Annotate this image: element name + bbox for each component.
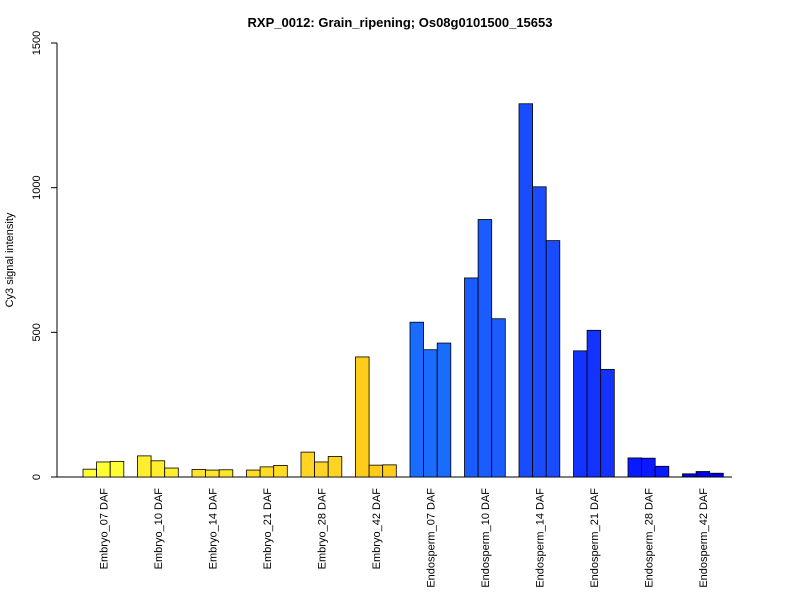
bar [423, 349, 438, 478]
x-category-label: Embryo_42 DAF [371, 488, 383, 570]
bar [532, 186, 547, 478]
bar [641, 457, 656, 478]
axes: 0 500 1000 1500 [31, 31, 732, 480]
bar [109, 460, 125, 478]
x-category-label: Endosperm_42 DAF [698, 488, 710, 588]
x-category-label: Endosperm_14 DAF [534, 488, 546, 588]
bar [382, 464, 397, 478]
chart-title: RXP_0012: Grain_ripening; Os08g0101500_1… [248, 15, 553, 30]
x-category-label: Endosperm_21 DAF [589, 488, 601, 588]
x-category-label: Embryo_21 DAF [262, 488, 274, 570]
bar [586, 329, 602, 478]
bar [518, 103, 534, 478]
y-tick-label: 1500 [31, 31, 43, 55]
x-category-label: Endosperm_10 DAF [480, 488, 492, 588]
bar [314, 461, 329, 478]
bar [654, 465, 670, 478]
bar [246, 469, 261, 478]
bar [709, 472, 724, 478]
x-category-label: Embryo_10 DAF [153, 488, 165, 570]
bar [327, 456, 343, 478]
bar [573, 350, 588, 478]
bar [477, 219, 493, 478]
bar [355, 356, 370, 478]
bar [259, 466, 275, 478]
x-category-label: Endosperm_07 DAF [425, 488, 437, 588]
bar [218, 469, 234, 478]
bar [164, 467, 179, 478]
bar [82, 468, 98, 478]
x-category-label: Embryo_07 DAF [98, 488, 110, 570]
bar [96, 461, 111, 478]
bar [368, 464, 384, 478]
bar [682, 473, 697, 478]
y-tick-label: 500 [31, 323, 43, 341]
bar [409, 321, 425, 478]
category-labels: Embryo_07 DAF Embryo_10 DAF Embryo_14 DAF E… [98, 488, 710, 588]
x-category-label: Embryo_28 DAF [316, 488, 328, 570]
bar [205, 469, 220, 478]
bar [600, 368, 615, 478]
bar [491, 318, 506, 478]
bars [82, 103, 724, 478]
bar [191, 469, 207, 478]
bar [545, 240, 561, 478]
x-category-label: Embryo_14 DAF [207, 488, 219, 570]
bar [273, 465, 288, 478]
bar [150, 460, 166, 478]
bar [137, 455, 152, 478]
bar [464, 277, 479, 478]
bar [695, 471, 711, 478]
y-tick-label: 0 [31, 474, 43, 480]
y-axis-label: Cy3 signal intensity [4, 212, 16, 307]
bar [627, 457, 643, 478]
y-tick-label: 1000 [31, 175, 43, 199]
bar [300, 451, 316, 478]
x-category-label: Endosperm_28 DAF [643, 488, 655, 588]
bar [436, 342, 452, 478]
